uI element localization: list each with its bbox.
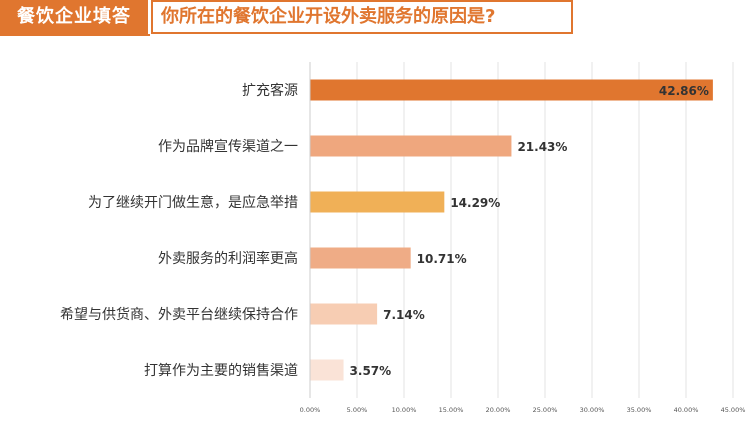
category-label: 打算作为主要的销售渠道 (144, 362, 298, 379)
bar (310, 359, 344, 381)
value-label: 14.29% (450, 196, 500, 210)
bar (310, 247, 411, 269)
value-label: 10.71% (417, 252, 467, 266)
category-label: 希望与供货商、外卖平台继续保持合作 (60, 306, 298, 323)
x-tick-label: 45.00% (721, 406, 746, 414)
x-tick-label: 5.00% (347, 406, 368, 414)
tag-underline (0, 34, 150, 36)
x-tick-label: 25.00% (533, 406, 558, 414)
bar (310, 79, 713, 101)
category-label: 扩充客源 (242, 82, 298, 99)
x-tick-label: 15.00% (439, 406, 464, 414)
category-label: 外卖服务的利润率更高 (158, 250, 298, 267)
x-tick-label: 20.00% (486, 406, 511, 414)
bar (310, 135, 512, 157)
x-tick-label: 0.00% (300, 406, 321, 414)
value-label: 3.57% (350, 364, 392, 378)
bar (310, 191, 445, 213)
category-label: 作为品牌宣传渠道之一 (158, 138, 298, 155)
x-tick-label: 40.00% (674, 406, 699, 414)
x-tick-label: 35.00% (627, 406, 652, 414)
value-label: 21.43% (517, 140, 567, 154)
x-tick-label: 30.00% (580, 406, 605, 414)
header: 餐饮企业填答 你所在的餐饮企业开设外卖服务的原因是? (0, 0, 750, 36)
x-tick-label: 10.00% (392, 406, 417, 414)
value-label: 42.86% (659, 84, 709, 98)
category-label: 为了继续开门做生意，是应急举措 (88, 194, 298, 211)
bar (310, 303, 378, 325)
section-tag: 餐饮企业填答 (0, 0, 148, 34)
value-label: 7.14% (383, 308, 425, 322)
question-title: 你所在的餐饮企业开设外卖服务的原因是? (151, 0, 573, 34)
